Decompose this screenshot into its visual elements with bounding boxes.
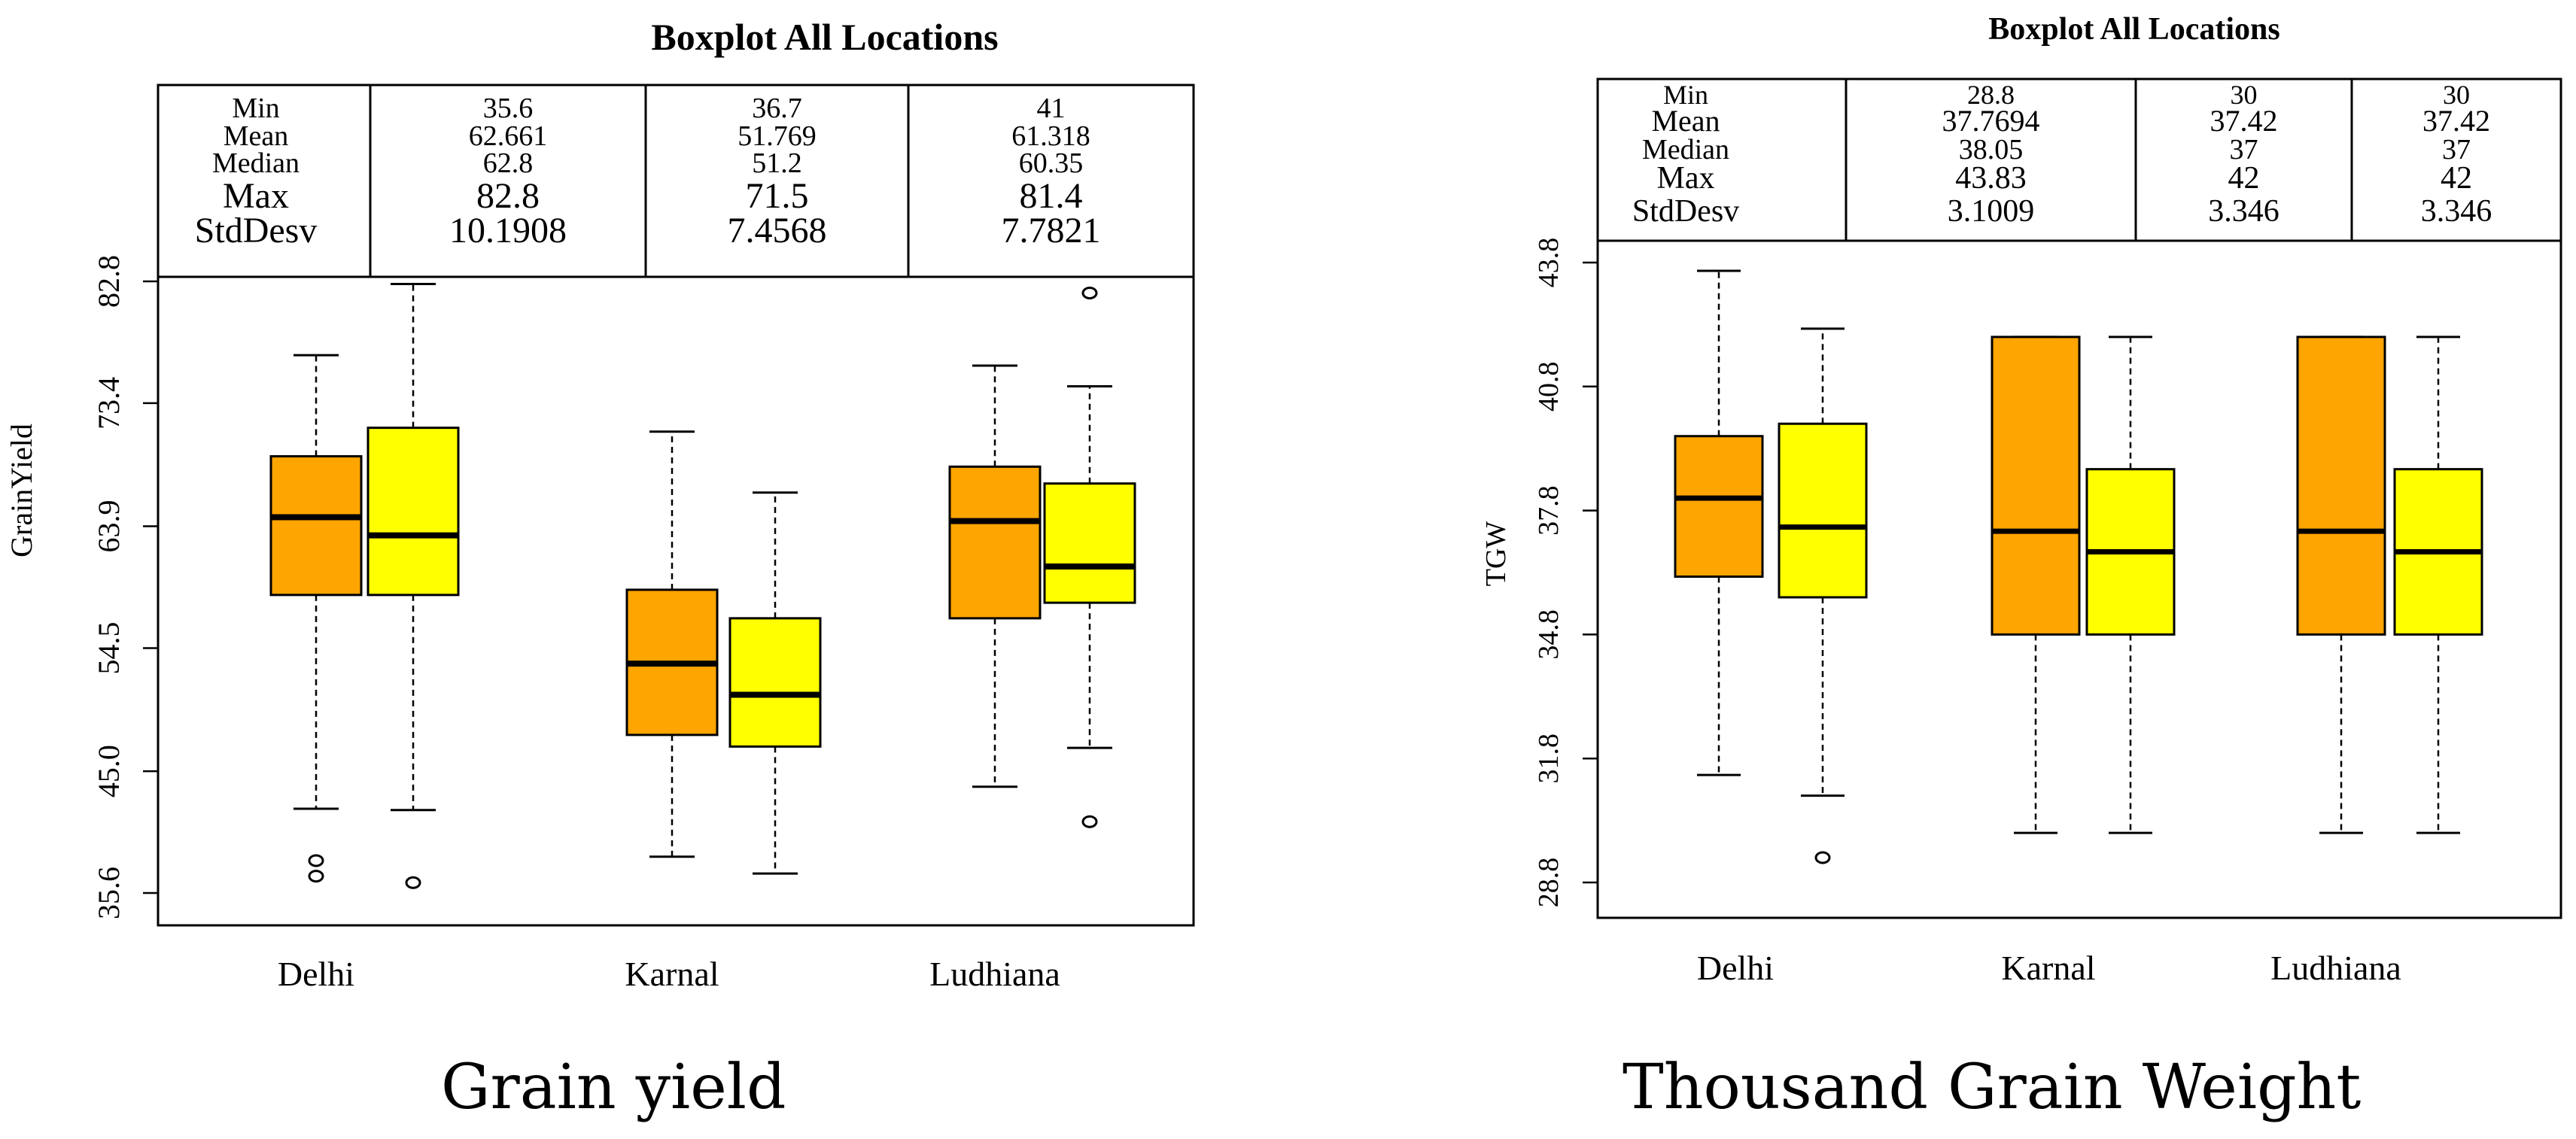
grain-yield-caption: Grain yield xyxy=(441,1052,786,1123)
chart-title: Boxplot All Locations xyxy=(1988,12,2279,47)
stats-value-median: 38.05 xyxy=(1959,134,2024,166)
box-ludhiana-orange xyxy=(948,465,1042,620)
stats-value-min: 30 xyxy=(2443,80,2470,110)
stats-value-min: 36.7 xyxy=(752,93,802,124)
stats-value-stddesv: 3.1009 xyxy=(1948,194,2035,229)
stats-value-min: 30 xyxy=(2231,80,2258,110)
y-tick-label: 40.8 xyxy=(1533,362,1565,412)
y-tick-label: 37.8 xyxy=(1533,485,1565,536)
y-tick-label: 31.8 xyxy=(1533,734,1565,783)
stats-value-median: 62.8 xyxy=(483,147,534,179)
y-axis-label: GrainYield xyxy=(5,424,38,557)
outlier-point xyxy=(1081,815,1098,828)
stats-value-stddesv: 10.1908 xyxy=(449,211,567,251)
x-category-label: Delhi xyxy=(1697,949,1774,987)
x-category-label: Ludhiana xyxy=(2270,949,2401,987)
box-karnal-yellow xyxy=(728,617,822,748)
stats-row-label: StdDesv xyxy=(1632,194,1739,229)
outlier-point xyxy=(405,876,421,889)
tgw-caption: Thousand Grain Weight xyxy=(1623,1052,2362,1123)
stats-value-stddesv: 3.346 xyxy=(2208,194,2279,229)
y-tick-label: 54.5 xyxy=(92,621,126,674)
stats-value-min: 35.6 xyxy=(483,93,534,124)
chart-title: Boxplot All Locations xyxy=(651,16,998,58)
box-delhi-yellow xyxy=(1778,422,1868,599)
stats-value-median: 37 xyxy=(2230,134,2258,166)
stats-row-label: Max xyxy=(223,176,289,216)
stats-value-max: 42 xyxy=(2228,161,2260,196)
box-delhi-orange xyxy=(1674,435,1764,578)
y-tick-label: 73.4 xyxy=(92,377,126,430)
stats-value-stddesv: 7.7821 xyxy=(1002,211,1101,251)
y-tick-label: 82.8 xyxy=(92,255,126,308)
y-tick-label: 28.8 xyxy=(1533,858,1565,908)
y-tick-label: 45.0 xyxy=(92,745,126,797)
y-axis-label: TGW xyxy=(1480,521,1512,587)
stats-value-median: 60.35 xyxy=(1019,147,1084,179)
stats-value-min: 41 xyxy=(1037,93,1066,124)
stats-value-mean: 37.42 xyxy=(2422,104,2490,138)
y-tick-label: 34.8 xyxy=(1533,609,1565,660)
y-tick-label: 63.9 xyxy=(92,500,126,553)
outlier-point xyxy=(1814,851,1831,864)
y-tick-label: 35.6 xyxy=(92,867,126,919)
y-tick-label: 43.8 xyxy=(1533,238,1565,288)
stats-value-max: 71.5 xyxy=(746,176,809,216)
box-ludhiana-orange xyxy=(2296,336,2386,636)
box-ludhiana-yellow xyxy=(1043,482,1136,604)
outlier-point xyxy=(308,870,324,883)
stats-value-median: 51.2 xyxy=(752,147,802,179)
stats-row-label: Mean xyxy=(224,120,289,152)
stats-value-mean: 51.769 xyxy=(738,120,817,152)
plot-frame xyxy=(157,84,1195,927)
stats-value-stddesv: 3.346 xyxy=(2421,194,2492,229)
stats-row-label: StdDesv xyxy=(195,211,318,251)
stats-value-max: 82.8 xyxy=(476,176,540,216)
stats-row-label: Max xyxy=(1657,161,1715,196)
box-delhi-yellow xyxy=(366,427,460,597)
stats-row-label: Mean xyxy=(1651,104,1720,138)
stats-value-mean: 61.318 xyxy=(1011,120,1090,152)
stats-value-min: 28.8 xyxy=(1967,80,2015,110)
x-category-label: Delhi xyxy=(278,955,354,993)
x-category-label: Ludhiana xyxy=(929,955,1060,993)
plot-frame xyxy=(1596,77,2562,919)
stats-row-label: Min xyxy=(1663,80,1708,110)
outlier-point xyxy=(308,854,324,867)
stats-value-stddesv: 7.4568 xyxy=(728,211,827,251)
stats-value-max: 42 xyxy=(2441,161,2472,196)
x-category-label: Karnal xyxy=(2001,949,2095,987)
box-delhi-orange xyxy=(269,455,363,597)
stats-row-label: Median xyxy=(212,147,300,179)
x-category-label: Karnal xyxy=(625,955,719,993)
box-karnal-orange xyxy=(1991,336,2081,636)
outlier-point xyxy=(1081,287,1098,300)
stats-row-label: Min xyxy=(232,93,279,124)
stats-value-median: 37 xyxy=(2442,134,2471,166)
stats-value-max: 81.4 xyxy=(1020,176,1083,216)
stats-value-mean: 37.42 xyxy=(2210,104,2278,138)
stats-value-mean: 62.661 xyxy=(469,120,548,152)
stats-value-mean: 37.7694 xyxy=(1942,104,2040,138)
stats-row-label: Median xyxy=(1642,134,1729,166)
stats-value-max: 43.83 xyxy=(1955,161,2027,196)
